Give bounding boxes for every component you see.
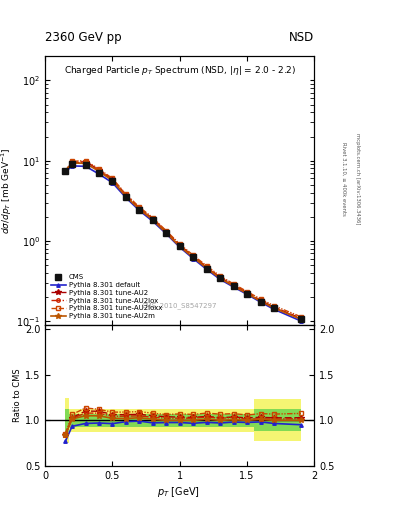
Text: CMS_2010_S8547297: CMS_2010_S8547297	[142, 302, 218, 309]
Text: Charged Particle $p_T$ Spectrum (NSD, $|\eta|$ = 2.0 - 2.2): Charged Particle $p_T$ Spectrum (NSD, $|…	[64, 65, 296, 77]
Text: mcplots.cern.ch [arXiv:1306.3436]: mcplots.cern.ch [arXiv:1306.3436]	[355, 134, 360, 225]
Text: NSD: NSD	[289, 31, 314, 44]
Text: 2360 GeV pp: 2360 GeV pp	[45, 31, 122, 44]
Text: $p_T$ [GeV]: $p_T$ [GeV]	[157, 485, 200, 499]
Legend: CMS, Pythia 8.301 default, Pythia 8.301 tune-AU2, Pythia 8.301 tune-AU2lox, Pyth: CMS, Pythia 8.301 default, Pythia 8.301 …	[49, 272, 164, 321]
Y-axis label: $d\sigma/dp_T$ [mb GeV$^{-1}$]: $d\sigma/dp_T$ [mb GeV$^{-1}$]	[0, 147, 14, 234]
Text: Rivet 3.1.10, ≥ 400k events: Rivet 3.1.10, ≥ 400k events	[342, 142, 346, 216]
Y-axis label: Ratio to CMS: Ratio to CMS	[13, 369, 22, 422]
